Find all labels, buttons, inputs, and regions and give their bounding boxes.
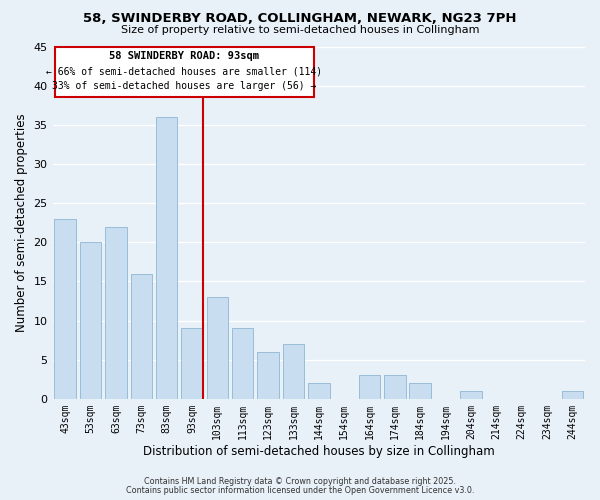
Bar <box>308 383 329 399</box>
Text: Contains HM Land Registry data © Crown copyright and database right 2025.: Contains HM Land Registry data © Crown c… <box>144 477 456 486</box>
Bar <box>460 391 482 399</box>
Bar <box>283 344 304 399</box>
Bar <box>131 274 152 399</box>
Bar <box>181 328 203 399</box>
Bar <box>257 352 279 399</box>
Text: Contains public sector information licensed under the Open Government Licence v3: Contains public sector information licen… <box>126 486 474 495</box>
X-axis label: Distribution of semi-detached houses by size in Collingham: Distribution of semi-detached houses by … <box>143 444 494 458</box>
FancyBboxPatch shape <box>55 46 314 98</box>
Text: Size of property relative to semi-detached houses in Collingham: Size of property relative to semi-detach… <box>121 25 479 35</box>
Text: ← 66% of semi-detached houses are smaller (114): ← 66% of semi-detached houses are smalle… <box>46 66 322 76</box>
Bar <box>232 328 253 399</box>
Text: 33% of semi-detached houses are larger (56) →: 33% of semi-detached houses are larger (… <box>52 80 317 90</box>
Bar <box>409 383 431 399</box>
Bar <box>384 376 406 399</box>
Y-axis label: Number of semi-detached properties: Number of semi-detached properties <box>15 114 28 332</box>
Text: 58, SWINDERBY ROAD, COLLINGHAM, NEWARK, NG23 7PH: 58, SWINDERBY ROAD, COLLINGHAM, NEWARK, … <box>83 12 517 26</box>
Bar <box>206 297 228 399</box>
Bar <box>562 391 583 399</box>
Bar <box>80 242 101 399</box>
Bar <box>105 226 127 399</box>
Bar <box>55 219 76 399</box>
Bar <box>359 376 380 399</box>
Text: 58 SWINDERBY ROAD: 93sqm: 58 SWINDERBY ROAD: 93sqm <box>109 51 259 61</box>
Bar <box>156 117 178 399</box>
